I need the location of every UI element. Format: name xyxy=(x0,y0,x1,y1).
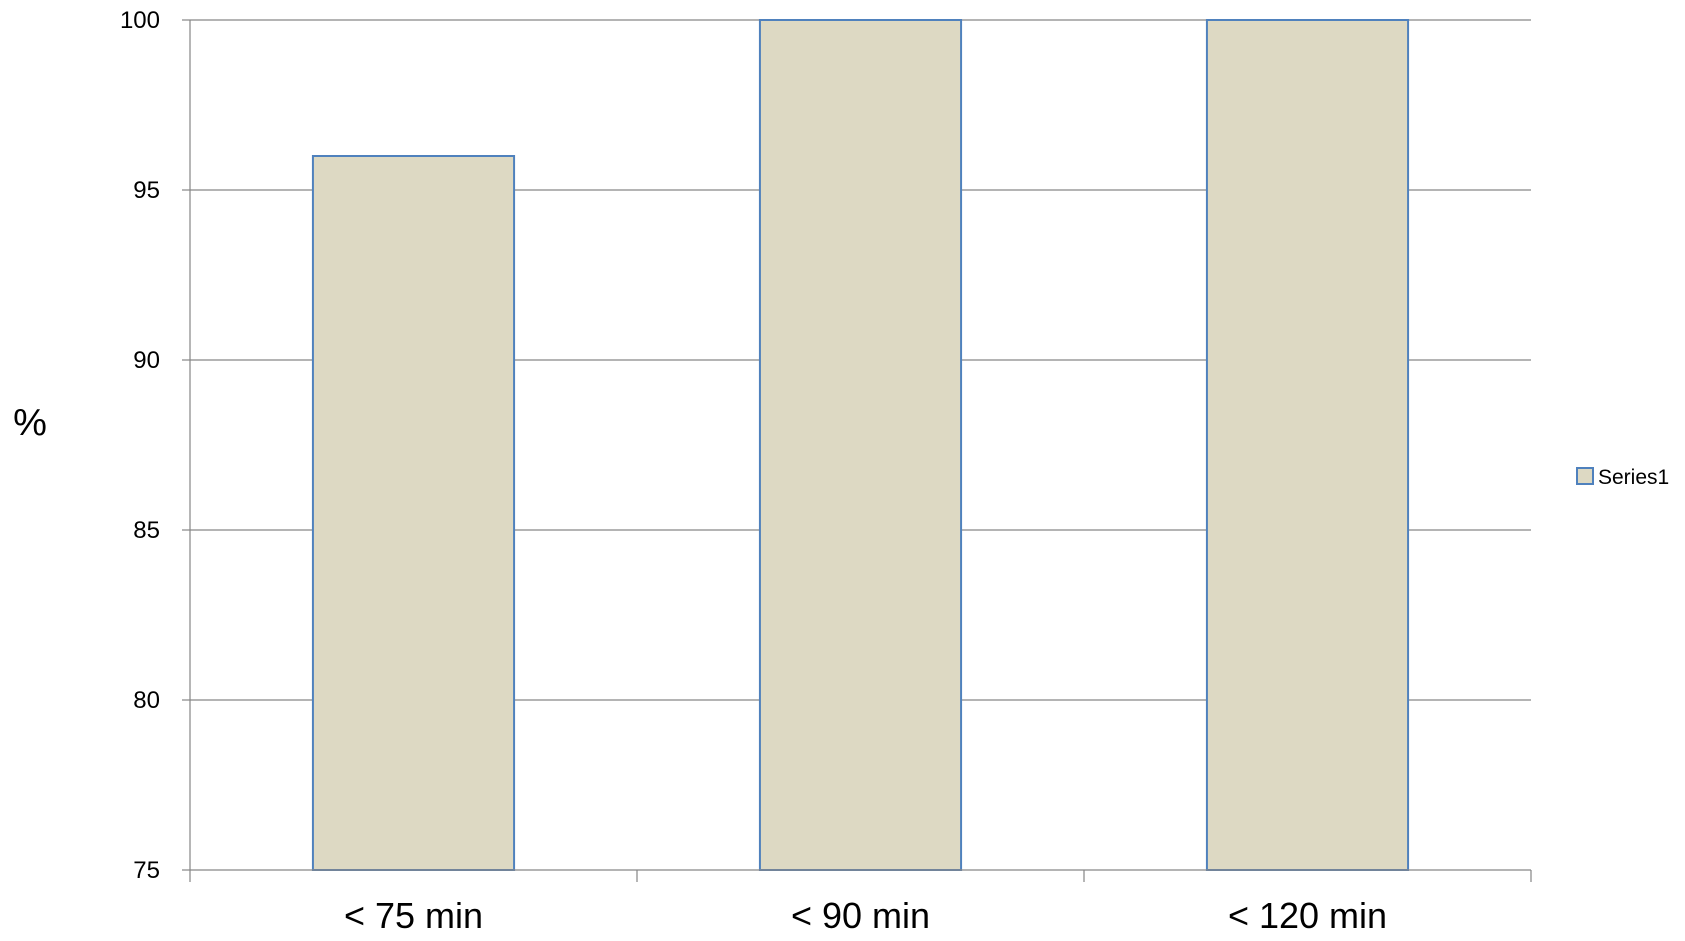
y-tick-label: 100 xyxy=(120,7,160,34)
y-tick-label: 85 xyxy=(133,517,160,544)
y-axis-title: % xyxy=(13,402,47,444)
y-tick-label: 90 xyxy=(133,347,160,374)
y-tick-label: 75 xyxy=(133,857,160,884)
legend-swatch-series1 xyxy=(1576,467,1594,485)
y-tick-label: 95 xyxy=(133,177,160,204)
legend-label-series1: Series1 xyxy=(1598,466,1669,489)
bar xyxy=(758,19,963,871)
bar xyxy=(311,155,516,871)
x-category-label: < 90 min xyxy=(791,895,930,936)
y-tick-label: 80 xyxy=(133,687,160,714)
x-category-label: < 75 min xyxy=(344,895,483,936)
x-category-label: < 120 min xyxy=(1228,895,1387,936)
axes xyxy=(182,19,1532,882)
legend: Series1 xyxy=(1576,466,1669,489)
axis-labels: 75 80 85 90 95 100 < 75 min < 90 min < 120 min xyxy=(120,7,1387,936)
bars xyxy=(311,19,1410,871)
bar xyxy=(1205,19,1410,871)
